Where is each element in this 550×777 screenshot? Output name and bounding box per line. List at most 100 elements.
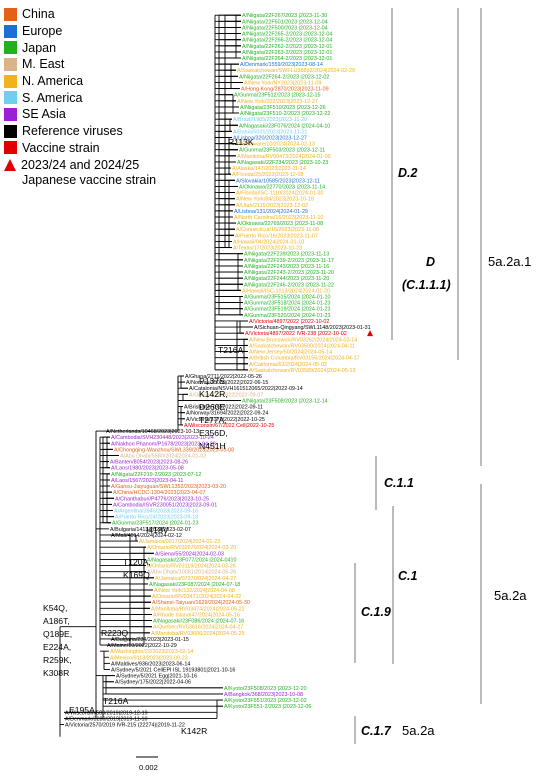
tip-label: A/Niigata/23F510/2023 |2023-12-26 xyxy=(240,105,326,111)
tip-label: A/Brazil/1905/2023|2023-11-20 xyxy=(233,117,307,123)
legend: China Europe Japan M. East N. America S.… xyxy=(4,6,236,188)
tip-label: A/Kyoto/23F551-2/2023 |2023-12-06 xyxy=(224,704,311,710)
tip-label: A/Connecticut/16/2023|2023-11-06 xyxy=(236,227,319,233)
tip-label: A/Gunma/23F517/2024 |2024-01-23 xyxy=(112,521,199,527)
tip-label: A/Florida/25/2023|2023-12-08 xyxy=(232,172,304,178)
tip-label: A/New York/NY2023|2023-11-09 xyxy=(244,80,321,86)
tip-label: A/Saskatchewan/RV03589/2024|2024-05-13 xyxy=(249,368,356,374)
tip-label: A/Sydney/5/2021 Egg|2021-10-16 xyxy=(116,674,197,680)
tip-label: A/New Brunswick/RV03262/2024|2024-03-14 xyxy=(249,337,357,343)
tip-label: A/Gansu-Jiayuguan/SWL1352/2023|2023-03-2… xyxy=(111,484,226,490)
tip-label: A/Gunma/23F515/2024 |2024-01-10 xyxy=(244,294,331,300)
tip-label: A/Ontario/RV03471/2024|2024-04-22 xyxy=(152,594,241,600)
scale-bar-label: 0.002 xyxy=(139,763,158,772)
subclade-5a2a-c17: 5a.2a xyxy=(402,723,435,738)
tip-label: A/Manitoba/RV00473/2024|2024-01-09 xyxy=(237,154,331,160)
tip-label: A/Nagasaki/23F077/2024 |2024-0410 xyxy=(147,557,237,563)
tip-label: A/Niigata/23F508/2023 |2023-12-14 xyxy=(242,398,328,404)
legend-item-reference-viruses: Reference viruses xyxy=(4,123,236,140)
mutation-r223q: R223Q xyxy=(101,628,129,638)
mutation-e224a: E224A, xyxy=(43,642,71,652)
tip-label: A/California/63/2024|2024-05-02 xyxy=(249,362,327,368)
tip-label: A/Niigata/22F244/2023 |2023-11-20 xyxy=(244,276,329,282)
legend-item-se-asia: SE Asia xyxy=(4,106,236,123)
legend-item-middle-east: M. East xyxy=(4,56,236,73)
tip-label: A/Maine/10/2022|2022-10-29 xyxy=(107,643,177,649)
tip-label: A/Mali/4014/2024|2024-02-12 xyxy=(111,533,182,539)
legend-label: M. East xyxy=(22,57,65,72)
tree-branches xyxy=(59,14,253,737)
tip-label: A/Victoria/4897/2022 IVR-238 |2022-10-02 xyxy=(245,331,347,337)
tip-label: A/Victoria/4897/2022 |2022-10-02 xyxy=(249,319,329,325)
tip-label: A/Niigata/22F219-2/2023 |2023-07-12 xyxy=(111,472,201,478)
legend-swatch xyxy=(4,124,17,138)
legend-item-south-america: S. America xyxy=(4,89,236,106)
legend-label: Japan xyxy=(22,40,57,55)
mutation-k142r: K142R, xyxy=(199,389,228,399)
mutation-a186t: A186T, xyxy=(43,616,70,626)
tip-label: A/Niigata/22F263-2/2023 |2023-12-01 xyxy=(242,50,332,56)
legend-label: SE Asia xyxy=(22,107,66,122)
tip-label: A/Jamaica/0017/2024|2024-01-23 xyxy=(139,539,220,545)
tip-label: A/Wisconsin/588/2019|2019-12-19 xyxy=(65,710,148,716)
tip-label: A/Puerto Rico/24/2023|2023-09-18 xyxy=(115,515,198,521)
tip-label: A/Niigata/22F264-2/2023 |2023-12-02 xyxy=(239,74,329,80)
tip-label: A/Jamaica/0737/2024|2024-04-27 xyxy=(155,576,236,582)
legend-label: 2023/24 and 2024/25 xyxy=(21,157,140,172)
legend-label-continued: Japanese vaccine strain xyxy=(22,172,157,187)
mutation-t216a-c17: T216A xyxy=(103,696,129,706)
clade-c19: C.1.9 xyxy=(361,605,391,619)
tree-tip-labels: A/Niigata/22F267/2023 |2023-11-30 A/Niiga… xyxy=(65,13,373,729)
tip-label: A/Catalonia/NSVH161512065/2022|2022-09-1… xyxy=(189,386,303,392)
tip-label: A/Laos/1980/2023|2023-05-08 xyxy=(111,466,184,472)
mutation-q189e: Q189E, xyxy=(43,629,72,639)
tip-label: A/Florida/ISC-1110/2024|2024-01-30 xyxy=(236,191,324,197)
tip-label: A/New York/132/2024|2024-04-08 xyxy=(154,588,235,594)
legend-swatch xyxy=(4,74,17,88)
tip-label: A/Bangkok/368/2023|2023-10-08 xyxy=(224,692,303,698)
tip-label: A/Ghana/2711/2022|2022-05-26 xyxy=(185,374,262,380)
tip-label: A/Abu Dhabi/5580/2024|2024-01-02 xyxy=(120,453,206,459)
tip-label: A/New York/84/2023|2023-10-19 xyxy=(236,197,314,203)
tip-label: A/Saskatchewan/SWFLU38892/2024|2024-02-2… xyxy=(237,68,355,74)
tip-label: A/Chongqing-Wanzhou/SWL339/2023|2023-03-… xyxy=(114,447,234,453)
tip-label: A/Kyoto/23F551/2023 |2023-12-02 xyxy=(224,698,307,704)
tip-label: A/Victoria/5172/2022|2022-10-25 xyxy=(186,417,265,423)
tip-label: A/Denmark/3280/2019|2019-11-10 xyxy=(65,716,148,722)
mutation-d260e: D260E, xyxy=(199,402,228,412)
mutation-t120a: T120A, xyxy=(123,557,151,567)
tip-label: A/Niigata/22F265-2/2023 |2023-12-04 xyxy=(242,32,332,38)
tip-label: A/Niigata/22F243-2/2023 |2023-11-20 xyxy=(244,270,334,276)
tip-label: A/Chanthaburi/P4776/2023|2023-10-25 xyxy=(115,496,209,502)
tip-label: A/Victoria/2570/2019 IVR-215 (22274)|201… xyxy=(65,723,185,729)
mutation-r259k: R259K, xyxy=(43,655,72,665)
tip-label: A/Delaware/10/2024|2024-02-13 xyxy=(237,142,315,148)
tip-label: A/Gunma/23F518/2024 |2024-01-23 xyxy=(244,301,331,307)
clade-d: D xyxy=(426,255,435,269)
tip-label: A/Niigata/22F246-2/2023 |2023-11-22 xyxy=(244,282,334,288)
mutation-p137s: P137S, xyxy=(199,376,227,386)
tip-label: A/Niigata/22F262-2/2023 |2023-12-01 xyxy=(242,44,332,50)
tip-label: A/Saskatchewan/RV03500/2024|2024-04-11 xyxy=(249,343,355,349)
tip-label: A/Mexico/9113/2023|2023-09-23 xyxy=(110,655,188,661)
tip-label: A/Nagasaki/23F087/2024 |2024-07-18 xyxy=(149,582,240,588)
tip-label: A/New Jersey/50/2024|2024-05-14 xyxy=(249,350,332,356)
legend-swatch xyxy=(4,141,17,155)
clade-c1111: (C.1.1.1) xyxy=(402,278,451,292)
tip-label: A/Brisbane/792/2022|2022-09-11 xyxy=(184,405,263,411)
tip-label: A/Nagasaki/23F086/2024 |2024-07-16 xyxy=(153,619,244,625)
tip-label: A/Niigata/22F267/2023 |2023-11-30 xyxy=(242,13,327,19)
legend-label: Vaccine strain xyxy=(22,140,100,155)
tip-label: A/Sydney/5/2021 CellEPI ISL 19193801|202… xyxy=(111,668,235,674)
tip-label: A/Ontario/RV03119/2024|2024-03-26 xyxy=(147,564,236,570)
vaccine-triangle-marker xyxy=(367,330,373,337)
legend-label: N. America xyxy=(22,74,84,89)
legend-swatch xyxy=(4,57,17,71)
mutation-k308r: K308R xyxy=(43,668,69,678)
tip-label: A/New York/202/2023|2023-12-27 xyxy=(237,99,318,105)
tip-label: A/Nagasaki/22F234/2023 |2023-10-23 xyxy=(237,160,328,166)
tip-label: A/Gunma/23F519/2024 |2024-01-23 xyxy=(244,307,331,313)
mutation-k54q: K54Q, xyxy=(43,603,67,613)
tip-label: A/Niigata/22F243/2023 |2023-11-16 xyxy=(244,264,329,270)
